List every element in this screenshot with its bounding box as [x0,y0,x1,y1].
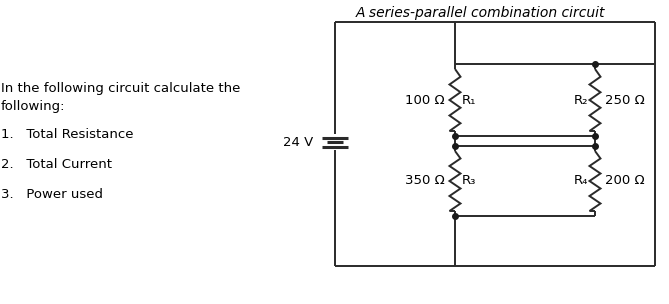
Text: 2.   Total Current: 2. Total Current [1,158,112,171]
Text: 24 V: 24 V [283,136,313,148]
Text: following:: following: [1,100,66,113]
Text: 250 Ω: 250 Ω [605,94,645,106]
Text: 1.   Total Resistance: 1. Total Resistance [1,128,134,141]
Text: R₁: R₁ [462,94,476,106]
Text: A series-parallel combination circuit: A series-parallel combination circuit [355,6,605,20]
Text: 3.   Power used: 3. Power used [1,188,103,201]
Text: In the following circuit calculate the: In the following circuit calculate the [1,82,240,95]
Text: R₂: R₂ [573,94,588,106]
Text: 350 Ω: 350 Ω [405,174,445,188]
Text: R₃: R₃ [462,174,476,188]
Text: 100 Ω: 100 Ω [405,94,445,106]
Text: R₄: R₄ [573,174,588,188]
Text: 200 Ω: 200 Ω [605,174,645,188]
